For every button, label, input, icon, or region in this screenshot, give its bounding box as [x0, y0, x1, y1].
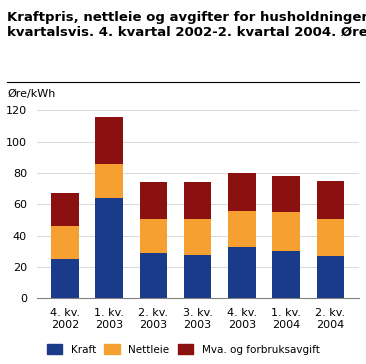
Bar	[272, 212, 300, 252]
Bar	[140, 253, 167, 298]
Bar	[184, 254, 211, 298]
Bar	[51, 259, 79, 298]
Bar	[51, 193, 79, 226]
Bar	[317, 218, 344, 256]
Bar	[96, 198, 123, 298]
Bar	[228, 211, 255, 247]
Bar	[184, 218, 211, 254]
Bar	[228, 247, 255, 298]
Bar	[272, 252, 300, 298]
Bar	[228, 173, 255, 211]
Bar	[140, 182, 167, 218]
Bar	[96, 116, 123, 164]
Bar	[96, 164, 123, 198]
Bar	[140, 218, 167, 253]
Text: Kraftpris, nettleie og avgifter for husholdninger,
kvartalsvis. 4. kvartal 2002-: Kraftpris, nettleie og avgifter for hush…	[7, 11, 366, 39]
Legend: Kraft, Nettleie, Mva. og forbruksavgift: Kraft, Nettleie, Mva. og forbruksavgift	[42, 340, 324, 359]
Bar	[272, 176, 300, 212]
Bar	[184, 182, 211, 218]
Bar	[317, 181, 344, 218]
Text: Øre/kWh: Øre/kWh	[7, 89, 56, 99]
Bar	[317, 256, 344, 298]
Bar	[51, 226, 79, 259]
